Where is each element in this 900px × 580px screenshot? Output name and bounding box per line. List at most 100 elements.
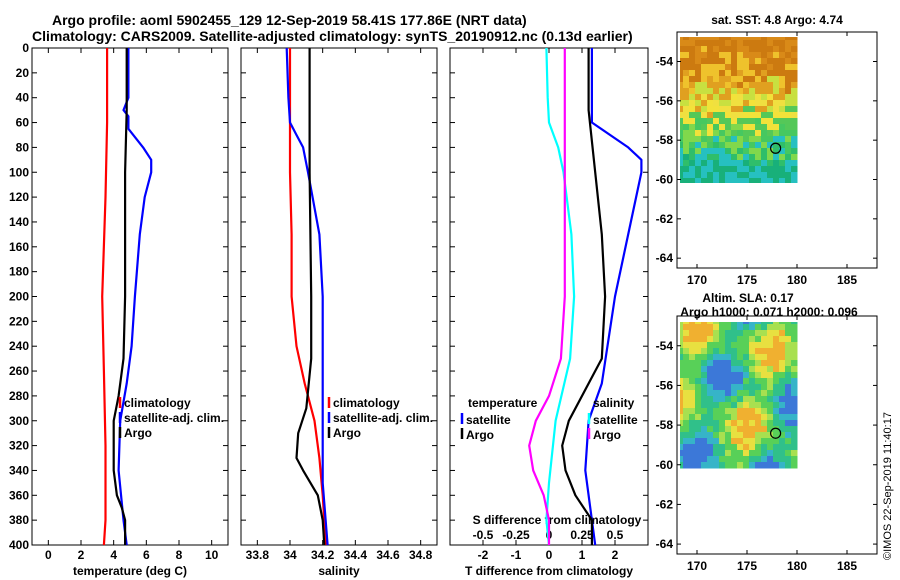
heatmap-cell: [719, 100, 726, 107]
heatmap-cell: [755, 330, 762, 337]
heatmap-cell: [779, 420, 786, 427]
heatmap-cell: [683, 52, 690, 59]
heatmap-cell: [779, 88, 786, 95]
heatmap-cell: [683, 414, 690, 421]
y-tick-label: 300: [9, 414, 29, 428]
heatmap-cell: [779, 348, 786, 355]
heatmap-cell: [719, 106, 726, 113]
heatmap-cell: [701, 142, 708, 149]
heatmap-cell: [713, 112, 720, 119]
heatmap-cell: [761, 336, 768, 343]
heatmap-cell: [755, 336, 762, 343]
heatmap-cell: [761, 178, 768, 183]
heatmap-cell: [695, 462, 702, 469]
heatmap-cell: [773, 378, 780, 385]
heatmap-cell: [791, 366, 798, 373]
map-y-tick-label: -62: [656, 212, 674, 226]
heatmap-cell: [680, 390, 684, 397]
heatmap-cell: [689, 142, 696, 149]
legend-label-1: satellite-adj. clim.: [333, 411, 433, 425]
heatmap-cell: [689, 106, 696, 113]
heatmap-cell: [767, 414, 774, 421]
heatmap-cell: [743, 324, 750, 331]
heatmap-cells: [680, 322, 798, 469]
heatmap-cell: [725, 100, 732, 107]
heatmap-cell: [695, 40, 702, 47]
heatmap-cell: [680, 402, 684, 409]
plot-title-line2: Climatology: CARS2009. Satellite-adjuste…: [32, 28, 633, 44]
heatmap-cell: [701, 118, 708, 125]
heatmap-cell: [683, 136, 690, 143]
heatmap-cell: [779, 64, 786, 71]
heatmap-cell: [689, 124, 696, 131]
heatmap-cell: [713, 52, 720, 59]
heatmap-cell: [767, 106, 774, 113]
heatmap-cell: [749, 136, 756, 143]
heatmap-cell: [725, 384, 732, 391]
heatmap-cell: [701, 378, 708, 385]
heatmap-cell: [737, 52, 744, 59]
heatmap-cell: [767, 366, 774, 373]
map-y-tick-label: -58: [656, 133, 674, 147]
heatmap-cell: [683, 348, 690, 355]
heatmap-cell: [785, 88, 792, 95]
heatmap-cell: [680, 58, 684, 65]
heatmap-cell: [761, 426, 768, 433]
heatmap-cell: [731, 166, 738, 173]
heatmap-cell: [695, 414, 702, 421]
heatmap-cell: [767, 112, 774, 119]
heatmap-cell: [791, 426, 798, 433]
heatmap-cell: [713, 70, 720, 77]
heatmap-cell: [755, 438, 762, 445]
heatmap-cell: [713, 88, 720, 95]
heatmap-cell: [779, 438, 786, 445]
heatmap-cell: [755, 342, 762, 349]
heatmap-cell: [731, 88, 738, 95]
heatmap-cell: [713, 330, 720, 337]
heatmap-cell: [791, 40, 798, 47]
heatmap-cell: [725, 88, 732, 95]
heatmap-cell: [785, 360, 792, 367]
heatmap-cell: [725, 432, 732, 439]
heatmap-cell: [701, 354, 708, 361]
heatmap-cell: [701, 148, 708, 155]
heatmap-cell: [683, 76, 690, 83]
map-y-tick-label: -60: [656, 458, 674, 472]
heatmap-cell: [749, 94, 756, 101]
y-tick-label: 200: [9, 290, 29, 304]
heatmap-cell: [725, 372, 732, 379]
map-y-tick-label: -56: [656, 94, 674, 108]
heatmap-cell: [719, 354, 726, 361]
heatmap-cell: [680, 378, 684, 385]
heatmap-cell: [779, 58, 786, 65]
heatmap-cell: [725, 46, 732, 53]
heatmap-cell: [791, 372, 798, 379]
heatmap-cell: [713, 118, 720, 125]
heatmap-cell: [701, 444, 708, 451]
heatmap-cell: [719, 396, 726, 403]
heatmap-cell: [737, 148, 744, 155]
heatmap-cell: [683, 142, 690, 149]
heatmap-cell: [755, 456, 762, 463]
heatmap-cell: [683, 154, 690, 161]
heatmap-cell: [695, 154, 702, 161]
heatmap-cell: [749, 408, 756, 415]
heatmap-cell: [719, 432, 726, 439]
heatmap-cell: [695, 142, 702, 149]
heatmap-cell: [707, 124, 714, 131]
heatmap-cell: [791, 432, 798, 439]
legend-label-0: climatology: [333, 396, 400, 410]
heatmap-cell: [725, 37, 732, 41]
heatmap-cell: [749, 154, 756, 161]
heatmap-cell: [689, 112, 696, 119]
heatmap-cell: [737, 112, 744, 119]
heatmap-cell: [689, 46, 696, 53]
heatmap-cell: [755, 124, 762, 131]
heatmap-cell: [695, 450, 702, 457]
heatmap-cell: [791, 70, 798, 77]
heatmap-cell: [767, 396, 774, 403]
heatmap-cell: [701, 462, 708, 469]
heatmap-cell: [707, 160, 714, 167]
heatmap-cell: [725, 148, 732, 155]
heatmap-cell: [749, 354, 756, 361]
